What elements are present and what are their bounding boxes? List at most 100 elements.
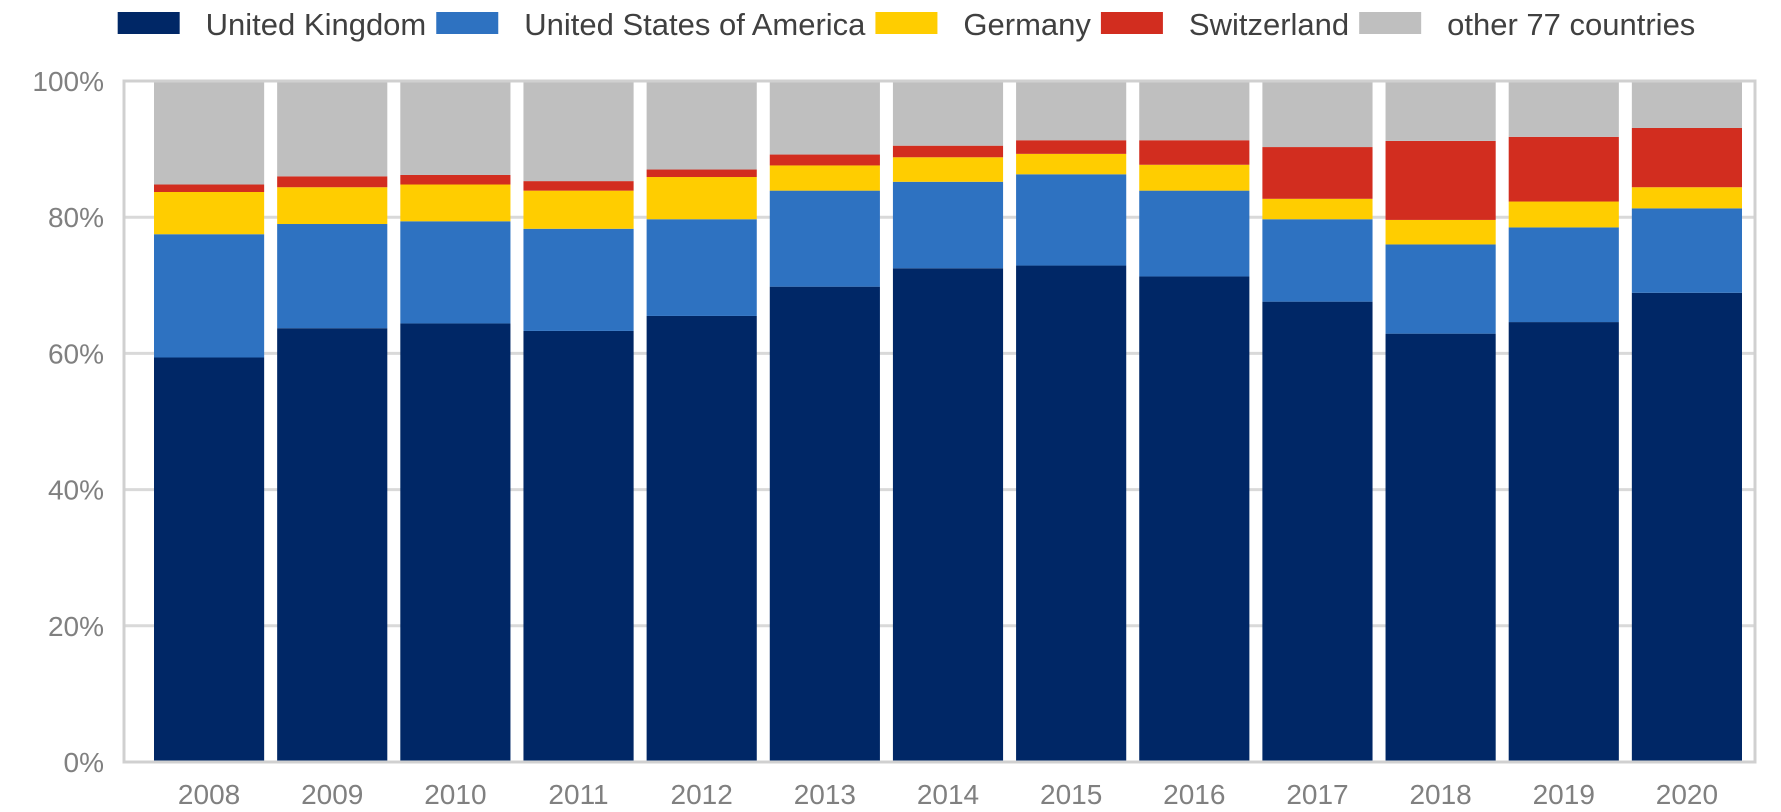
bar-segment-germany-2013 bbox=[769, 165, 880, 191]
bars bbox=[154, 81, 1742, 762]
y-tick-label: 60% bbox=[48, 338, 104, 369]
x-tick-label: 2020 bbox=[1656, 779, 1718, 810]
bar-segment-switzerland-2013 bbox=[769, 154, 880, 166]
bar-segment-other-77-countries-2019 bbox=[1508, 81, 1619, 137]
bar-segment-united-states-of-america-2009 bbox=[277, 224, 388, 329]
bar-segment-germany-2017 bbox=[1262, 198, 1373, 220]
bar-segment-united-states-of-america-2018 bbox=[1385, 244, 1496, 334]
bar-segment-switzerland-2012 bbox=[646, 169, 757, 178]
bar-segment-germany-2009 bbox=[277, 187, 388, 225]
bar-segment-other-77-countries-2010 bbox=[400, 81, 511, 175]
y-tick-label: 40% bbox=[48, 475, 104, 506]
x-tick-label: 2017 bbox=[1286, 779, 1348, 810]
bar-segment-other-77-countries-2015 bbox=[1016, 81, 1127, 141]
bar-segment-switzerland-2011 bbox=[523, 181, 634, 191]
x-tick-label: 2010 bbox=[424, 779, 486, 810]
legend-swatch-other-77-countries bbox=[1359, 12, 1422, 34]
bar-segment-switzerland-2010 bbox=[400, 174, 511, 185]
bar-segment-united-kingdom-2011 bbox=[523, 330, 634, 762]
bar-segment-united-kingdom-2015 bbox=[1016, 265, 1127, 762]
legend-label-united-states-of-america: United States of America bbox=[524, 7, 866, 42]
bar-segment-germany-2018 bbox=[1385, 219, 1496, 245]
bar-segment-germany-2019 bbox=[1508, 201, 1619, 228]
bar-segment-germany-2020 bbox=[1631, 187, 1742, 209]
bar-segment-united-states-of-america-2019 bbox=[1508, 227, 1619, 323]
x-tick-label: 2011 bbox=[548, 779, 608, 810]
x-axis-tick-labels: 2008 2009 2010 2011 2012 2013 2014 2015 2016 2017… bbox=[178, 779, 1718, 810]
bar-segment-united-states-of-america-2014 bbox=[892, 181, 1004, 269]
bar-segment-united-kingdom-2016 bbox=[1139, 276, 1250, 762]
bar-segment-germany-2008 bbox=[154, 192, 265, 235]
y-axis-tick-labels: 0% 20% 40% 60% 80% 100% bbox=[32, 66, 104, 778]
legend: United Kingdom United States of America Ge… bbox=[117, 7, 1695, 42]
bar-segment-switzerland-2018 bbox=[1385, 140, 1496, 220]
bar-segment-germany-2010 bbox=[400, 184, 511, 222]
bar-segment-united-states-of-america-2012 bbox=[646, 219, 757, 316]
bar-segment-united-states-of-america-2016 bbox=[1139, 190, 1250, 277]
x-tick-label: 2016 bbox=[1163, 779, 1225, 810]
bar-segment-united-kingdom-2017 bbox=[1262, 301, 1373, 762]
bar-segment-switzerland-2014 bbox=[892, 145, 1004, 158]
legend-label-switzerland: Switzerland bbox=[1189, 7, 1349, 42]
bar-segment-united-states-of-america-2011 bbox=[523, 228, 634, 331]
bar-segment-other-77-countries-2016 bbox=[1139, 81, 1250, 141]
bar-segment-united-states-of-america-2008 bbox=[154, 234, 265, 358]
bar-segment-switzerland-2015 bbox=[1016, 140, 1127, 154]
bar-segment-united-states-of-america-2013 bbox=[769, 190, 880, 287]
legend-label-united-kingdom: United Kingdom bbox=[206, 7, 427, 42]
bar-segment-other-77-countries-2013 bbox=[769, 81, 880, 155]
bar-segment-united-kingdom-2010 bbox=[400, 323, 511, 762]
bar-segment-other-77-countries-2017 bbox=[1262, 81, 1373, 148]
x-tick-label: 2009 bbox=[301, 779, 363, 810]
bar-segment-switzerland-2016 bbox=[1139, 140, 1250, 165]
bar-segment-germany-2011 bbox=[523, 190, 634, 229]
bar-segment-other-77-countries-2014 bbox=[892, 81, 1004, 146]
y-tick-label: 0% bbox=[64, 747, 104, 778]
bar-segment-united-kingdom-2013 bbox=[769, 286, 880, 762]
bar-segment-other-77-countries-2011 bbox=[523, 81, 634, 182]
bar-segment-switzerland-2017 bbox=[1262, 147, 1373, 199]
legend-swatch-united-states-of-america bbox=[436, 12, 499, 34]
plot-border bbox=[122, 79, 1757, 764]
legend-swatch-switzerland bbox=[1100, 12, 1163, 34]
bar-segment-switzerland-2020 bbox=[1631, 127, 1742, 188]
bar-segment-united-kingdom-2019 bbox=[1508, 322, 1619, 762]
x-tick-label: 2019 bbox=[1533, 779, 1595, 810]
bar-segment-united-kingdom-2008 bbox=[154, 357, 265, 762]
bar-segment-united-kingdom-2020 bbox=[1631, 292, 1742, 762]
bar-segment-united-kingdom-2009 bbox=[277, 328, 388, 762]
bar-segment-united-states-of-america-2015 bbox=[1016, 174, 1127, 266]
x-tick-label: 2014 bbox=[917, 779, 979, 810]
legend-label-germany: Germany bbox=[963, 7, 1091, 42]
bar-segment-switzerland-2008 bbox=[154, 184, 265, 193]
y-tick-label: 20% bbox=[48, 611, 104, 642]
bar-segment-other-77-countries-2012 bbox=[646, 81, 757, 170]
bar-segment-germany-2016 bbox=[1139, 164, 1250, 191]
bar-segment-switzerland-2019 bbox=[1508, 136, 1619, 202]
bar-segment-other-77-countries-2018 bbox=[1385, 81, 1496, 141]
bar-segment-germany-2015 bbox=[1016, 153, 1127, 175]
bar-segment-united-states-of-america-2017 bbox=[1262, 219, 1373, 302]
bar-segment-united-kingdom-2012 bbox=[646, 315, 757, 762]
bar-segment-switzerland-2009 bbox=[277, 176, 388, 188]
x-tick-label: 2012 bbox=[671, 779, 733, 810]
x-tick-label: 2008 bbox=[178, 779, 240, 810]
legend-swatch-germany bbox=[875, 12, 938, 34]
legend-label-other-77-countries: other 77 countries bbox=[1447, 7, 1695, 42]
bar-segment-united-kingdom-2018 bbox=[1385, 333, 1496, 762]
x-tick-label: 2018 bbox=[1409, 779, 1471, 810]
bar-segment-other-77-countries-2020 bbox=[1631, 81, 1742, 128]
bar-segment-united-states-of-america-2010 bbox=[400, 221, 511, 324]
x-tick-label: 2015 bbox=[1040, 779, 1102, 810]
bar-segment-other-77-countries-2008 bbox=[154, 81, 265, 185]
y-tick-label: 100% bbox=[32, 66, 104, 97]
bar-segment-other-77-countries-2009 bbox=[277, 81, 388, 177]
y-tick-label: 80% bbox=[48, 202, 104, 233]
bar-segment-united-kingdom-2014 bbox=[892, 268, 1004, 762]
x-tick-label: 2013 bbox=[794, 779, 856, 810]
bar-segment-germany-2012 bbox=[646, 177, 757, 220]
bar-segment-united-states-of-america-2020 bbox=[1631, 208, 1742, 293]
bar-segment-germany-2014 bbox=[892, 157, 1004, 182]
legend-swatch-united-kingdom bbox=[117, 12, 180, 34]
